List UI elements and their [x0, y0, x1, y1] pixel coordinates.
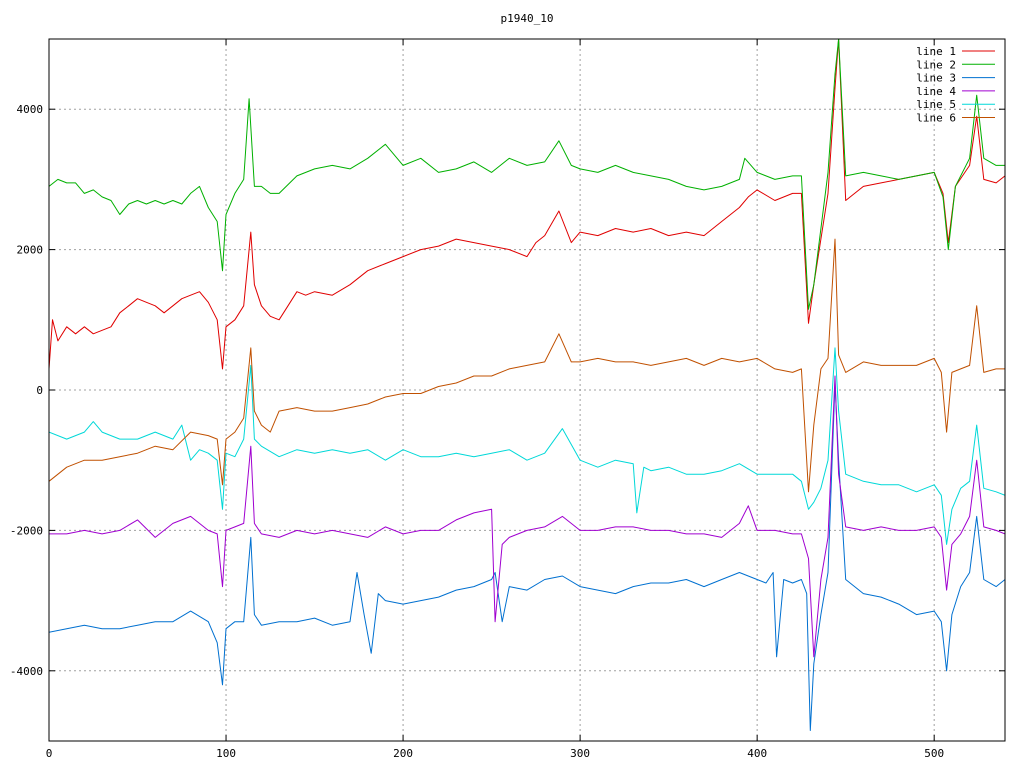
x-tick-label: 300: [570, 747, 590, 760]
series-line-6: [49, 238, 1005, 493]
series-line-1: [49, 39, 1005, 370]
legend-label: line 2: [916, 58, 956, 71]
x-tick-label: 500: [924, 747, 944, 760]
y-tick-label: -2000: [10, 524, 43, 537]
plot-frame: [48, 38, 1006, 742]
series-line-2: [49, 39, 1005, 310]
y-tick-label: 2000: [17, 244, 44, 257]
x-tick-label: 0: [46, 747, 53, 760]
series-line-5: [49, 347, 1005, 545]
y-tick-label: 0: [36, 384, 43, 397]
y-tick-label: -4000: [10, 665, 43, 678]
x-tick-label: 400: [747, 747, 767, 760]
series-line-3: [49, 382, 1005, 731]
legend-label: line 6: [916, 112, 956, 125]
series-line-4: [49, 375, 1005, 658]
x-tick-label: 200: [393, 747, 413, 760]
y-tick-label: 4000: [17, 103, 44, 116]
legend-label: line 1: [916, 45, 956, 58]
legend-label: line 3: [916, 72, 956, 85]
grid-lines: [49, 39, 1005, 741]
legend-label: line 4: [916, 85, 956, 98]
series-lines: [49, 39, 1005, 731]
legend-label: line 5: [916, 98, 956, 111]
chart-title: p1940_10: [501, 12, 554, 25]
x-tick-label: 100: [216, 747, 236, 760]
axis-ticks: 0 100 200 300 400 500 -4000 -2000 0 2000 4000: [10, 39, 1005, 760]
